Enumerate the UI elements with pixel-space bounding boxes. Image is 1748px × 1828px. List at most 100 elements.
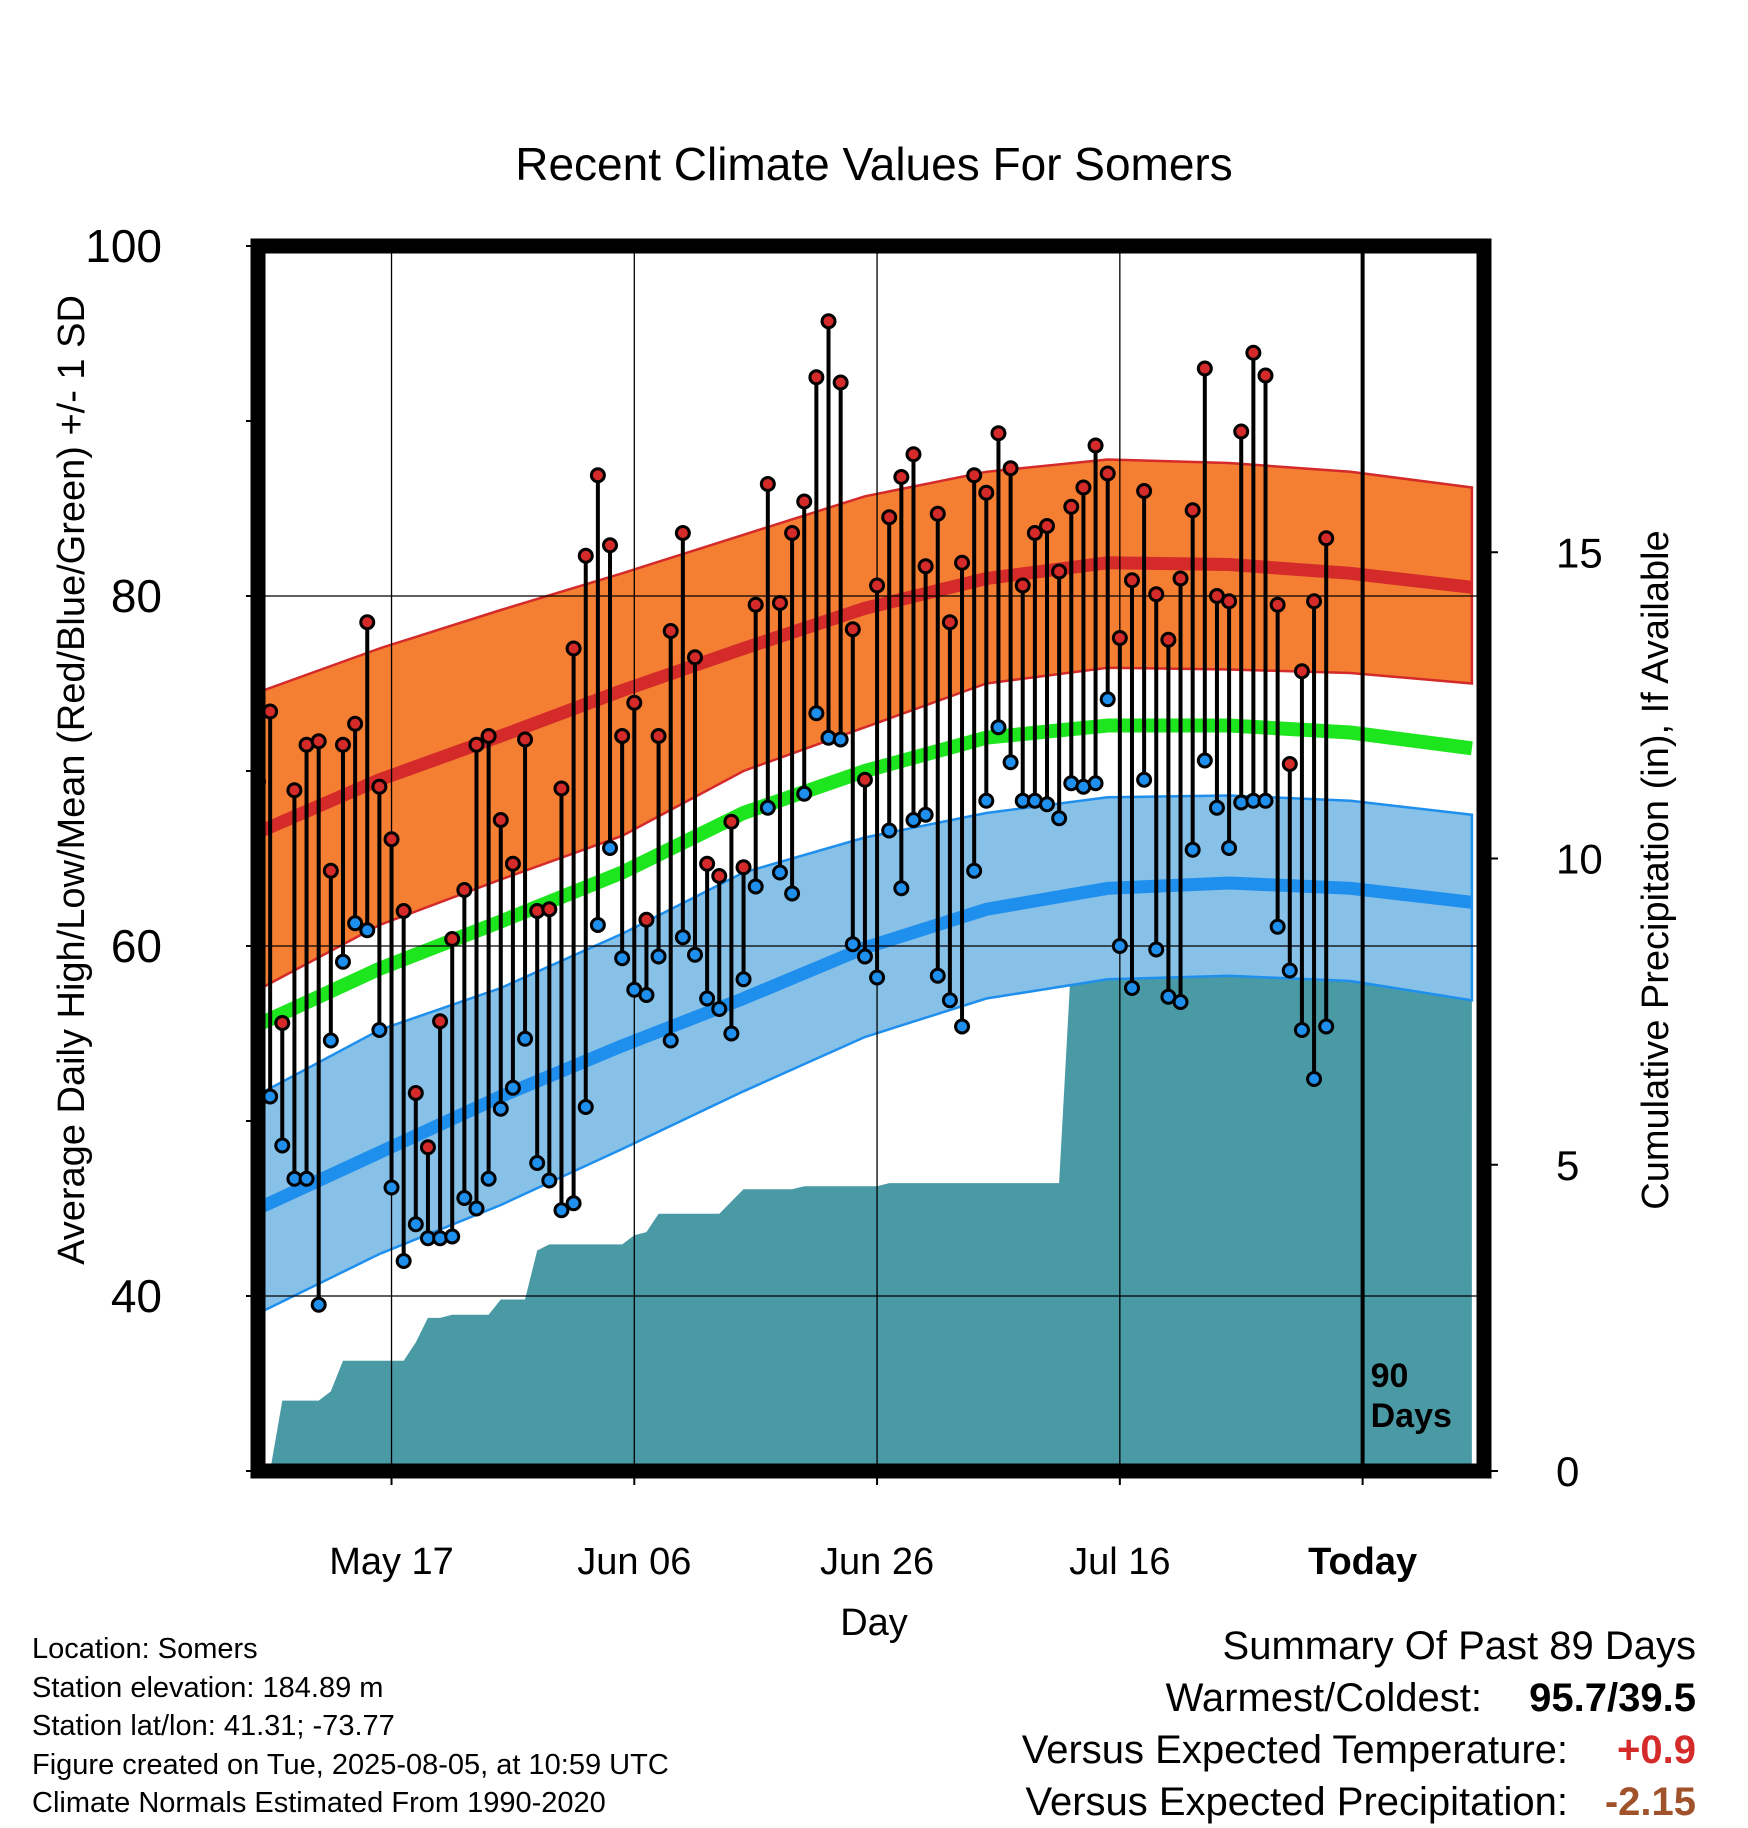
daily-high-point xyxy=(334,736,351,753)
daily-low-point xyxy=(917,806,934,823)
daily-high-point xyxy=(262,703,279,720)
daily-high-point xyxy=(1257,367,1274,384)
daily-low-point xyxy=(941,992,958,1009)
daily-high-point xyxy=(808,369,825,386)
x-axis-label: Day xyxy=(840,1602,908,1644)
daily-high-point xyxy=(686,649,703,666)
daily-high-point xyxy=(1123,572,1140,589)
daily-low-point xyxy=(322,1032,339,1049)
daily-high-point xyxy=(1099,465,1116,482)
daily-high-point xyxy=(1172,570,1189,587)
daily-low-point xyxy=(274,1137,291,1154)
daily-high-point xyxy=(796,493,813,510)
daily-high-point xyxy=(602,537,619,554)
daily-high-point xyxy=(626,694,643,711)
daily-low-point xyxy=(262,1088,279,1105)
daily-low-point xyxy=(553,1202,570,1219)
y2-tick-label: 10 xyxy=(1556,836,1603,883)
summary-heading: Summary Of Past 89 Days xyxy=(1222,1624,1696,1668)
daily-low-point xyxy=(759,799,776,816)
daily-high-point xyxy=(1269,596,1286,613)
daily-high-point xyxy=(517,731,534,748)
daily-high-point xyxy=(917,558,934,575)
daily-high-point xyxy=(504,855,521,872)
daily-low-point xyxy=(577,1099,594,1115)
daily-low-point xyxy=(784,885,801,902)
daily-low-point xyxy=(1318,1018,1335,1035)
daily-high-point xyxy=(1026,525,1043,541)
daily-high-point xyxy=(274,1015,291,1031)
daily-high-point xyxy=(614,728,631,744)
daily-high-point xyxy=(1111,630,1128,646)
daily-low-point xyxy=(517,1030,534,1047)
daily-high-point xyxy=(480,728,497,744)
daily-low-point xyxy=(1184,841,1201,858)
daily-low-point xyxy=(650,948,667,965)
daily-high-point xyxy=(1184,502,1201,519)
daily-high-point xyxy=(650,728,667,744)
daily-high-point xyxy=(492,812,509,828)
daily-low-point xyxy=(747,878,764,895)
daily-high-point xyxy=(553,780,570,797)
daily-low-point xyxy=(771,864,788,881)
daily-high-point xyxy=(723,813,740,830)
daily-high-point xyxy=(832,374,849,391)
x-tick-label: Jun 06 xyxy=(577,1541,691,1583)
daily-low-point xyxy=(990,719,1007,736)
x-tick-label: Jun 26 xyxy=(820,1541,934,1583)
daily-high-point xyxy=(1281,756,1298,772)
daily-low-point xyxy=(383,1179,400,1196)
daily-low-point xyxy=(468,1200,485,1217)
daily-low-point xyxy=(686,946,703,963)
daily-high-point xyxy=(1233,423,1250,440)
daily-high-point xyxy=(869,577,886,594)
daily-low-point xyxy=(966,862,983,879)
daily-high-point xyxy=(565,640,582,657)
daily-low-point xyxy=(662,1032,679,1049)
y-tick-label: 100 xyxy=(85,220,162,272)
daily-low-point xyxy=(1172,994,1189,1010)
daily-high-point xyxy=(662,623,679,639)
daily-high-point xyxy=(638,911,655,928)
daily-high-point xyxy=(395,903,412,919)
daily-low-point xyxy=(1221,840,1238,856)
daily-low-point xyxy=(347,915,364,932)
daily-low-point xyxy=(954,1018,971,1035)
daily-low-point xyxy=(929,967,946,984)
daily-high-point xyxy=(844,621,861,638)
daily-high-point xyxy=(1318,530,1335,547)
daily-high-point xyxy=(990,425,1007,442)
daily-high-point xyxy=(674,525,691,541)
daily-high-point xyxy=(1136,483,1153,499)
daily-high-point xyxy=(881,509,898,526)
daily-high-point xyxy=(856,771,873,788)
today-window-label-1: 90 xyxy=(1371,1357,1409,1395)
daily-low-point xyxy=(723,1025,740,1042)
x-tick-label: Jul 16 xyxy=(1069,1541,1170,1583)
daily-low-point xyxy=(371,1022,388,1038)
daily-high-point xyxy=(1245,344,1262,361)
daily-low-point xyxy=(1039,796,1056,813)
high-mean-line xyxy=(258,556,1473,839)
warmest-coldest-label: Warmest/Coldest: xyxy=(1165,1676,1482,1720)
y-axis-label: Average Daily High/Low/Mean (Red/Blue/Gr… xyxy=(51,295,93,1265)
daily-high-point xyxy=(771,595,788,611)
temp-anomaly-value: +0.9 xyxy=(1617,1728,1696,1772)
y2-tick-label: 0 xyxy=(1556,1448,1579,1495)
daily-low-point xyxy=(869,969,886,986)
daily-low-point xyxy=(444,1228,461,1245)
daily-high-point xyxy=(1014,577,1031,594)
daily-high-point xyxy=(1039,518,1056,534)
y-tick-label: 80 xyxy=(111,570,162,622)
daily-low-point xyxy=(1099,691,1116,708)
daily-high-point xyxy=(929,505,946,522)
daily-high-point xyxy=(432,1013,449,1030)
daily-low-point xyxy=(589,917,606,933)
daily-low-point xyxy=(456,1190,473,1206)
normals-period-text: Climate Normals Estimated From 1990-2020 xyxy=(32,1787,606,1819)
daily-high-point xyxy=(383,831,400,848)
daily-high-point xyxy=(468,736,485,753)
created-text: Figure created on Tue, 2025-08-05, at 10… xyxy=(32,1748,669,1781)
daily-high-point xyxy=(1051,563,1068,580)
daily-high-point xyxy=(444,931,461,947)
